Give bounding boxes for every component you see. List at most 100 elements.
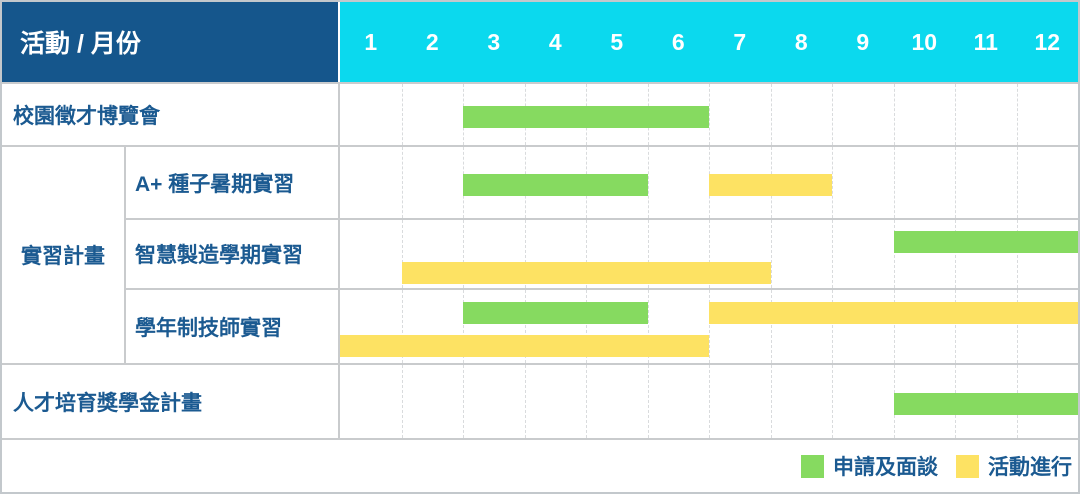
column-gridline [647, 220, 649, 288]
column-gridline [770, 220, 772, 288]
column-gridline [524, 220, 526, 288]
label-grid-divider [338, 84, 340, 145]
column-gridline [1016, 147, 1018, 218]
legend-apply-label: 申請及面談 [833, 456, 938, 479]
row-label: A+ 種子暑期實習 [135, 172, 295, 196]
month-header-cell: 5 [610, 28, 624, 55]
column-gridline [893, 290, 895, 363]
column-gridline [401, 147, 403, 218]
column-gridline [893, 147, 895, 218]
column-gridline [709, 220, 710, 288]
row-border [2, 82, 1078, 84]
gantt-bar-activity [401, 262, 771, 284]
column-gridline [955, 220, 956, 288]
label-grid-divider [338, 290, 340, 363]
column-gridline [647, 290, 649, 363]
table-row: 人才培育獎學金計畫 [2, 363, 1078, 438]
table-row: A+ 種子暑期實習 [2, 145, 1078, 218]
header-corner-cell: 活動 / 月份 [2, 2, 338, 82]
row-grid [340, 290, 1078, 363]
row-grid [340, 147, 1078, 218]
column-gridline [709, 290, 710, 363]
gantt-bar-apply [893, 393, 1078, 415]
gantt-bar-apply [463, 174, 648, 196]
gantt-bar-activity [709, 302, 1078, 324]
row-grid [340, 365, 1078, 438]
row-border [2, 363, 1078, 365]
row-grid [340, 220, 1078, 288]
column-gridline [586, 220, 587, 288]
row-border [124, 218, 1078, 220]
column-gridline [893, 84, 895, 145]
month-header-cell: 1 [364, 28, 378, 55]
column-gridline [524, 365, 526, 438]
month-header-cell: 11 [973, 28, 998, 55]
legend-item: 活動進行 [956, 451, 1072, 481]
column-gridline [401, 220, 403, 288]
column-gridline [463, 290, 464, 363]
group-divider [124, 147, 126, 363]
month-header-cell: 12 [1034, 28, 1061, 55]
column-gridline [524, 290, 526, 363]
column-gridline [955, 84, 956, 145]
legend: 申請及面談 活動進行 [2, 438, 1078, 492]
column-gridline [463, 365, 464, 438]
column-gridline [955, 147, 956, 218]
legend-activity-label: 活動進行 [988, 456, 1072, 479]
column-gridline [647, 147, 649, 218]
month-header-cell: 4 [548, 28, 562, 55]
row-border [124, 288, 1078, 290]
label-grid-divider [338, 220, 340, 288]
column-gridline [709, 84, 710, 145]
column-gridline [955, 290, 956, 363]
column-gridline [401, 365, 403, 438]
row-label: 學年制技師實習 [135, 316, 282, 340]
column-gridline [832, 290, 833, 363]
column-gridline [647, 365, 649, 438]
gantt-bar-activity [709, 174, 832, 196]
month-header-cell: 7 [733, 28, 747, 55]
column-gridline [832, 147, 833, 218]
column-gridline [1016, 84, 1018, 145]
column-gridline [1016, 220, 1018, 288]
gantt-bar-activity [340, 335, 709, 357]
row-border [2, 145, 1078, 147]
month-header-cell: 9 [856, 28, 870, 55]
column-gridline [463, 220, 464, 288]
month-header-cell: 3 [487, 28, 501, 55]
legend-activity-swatch [956, 454, 979, 478]
header-corner-label: 活動 / 月份 [20, 30, 141, 58]
label-grid-divider [338, 365, 340, 438]
legend-item: 申請及面談 [801, 451, 938, 481]
table-row: 校園徵才博覽會 [2, 82, 1078, 145]
row-label: 校園徵才博覽會 [13, 104, 160, 128]
column-gridline [586, 290, 587, 363]
group-cell-internship: 實習計畫 [2, 147, 124, 363]
column-gridline [832, 220, 833, 288]
column-gridline [770, 365, 772, 438]
month-header-cell: 10 [911, 28, 938, 55]
month-header-cell: 2 [425, 28, 439, 55]
table-row: 智慧製造學期實習 [2, 218, 1078, 288]
month-header-cell: 6 [671, 28, 685, 55]
column-gridline [770, 84, 772, 145]
gantt-bar-apply [463, 302, 648, 324]
column-gridline [832, 365, 833, 438]
group-label: 實習計畫 [21, 245, 105, 268]
month-header-cell: 8 [794, 28, 808, 55]
column-gridline [586, 365, 587, 438]
column-gridline [770, 290, 772, 363]
column-gridline [401, 290, 403, 363]
row-grid [340, 84, 1078, 145]
table-row: 學年制技師實習 [2, 288, 1078, 363]
column-gridline [401, 84, 403, 145]
column-gridline [832, 84, 833, 145]
row-label: 智慧製造學期實習 [135, 244, 303, 267]
column-gridline [1016, 290, 1018, 363]
label-grid-divider [338, 147, 340, 218]
month-header-row: 1 2 3 4 5 6 7 8 9 10 11 12 [340, 2, 1078, 82]
gantt-bar-apply [893, 231, 1078, 253]
gantt-bar-apply [463, 106, 709, 128]
